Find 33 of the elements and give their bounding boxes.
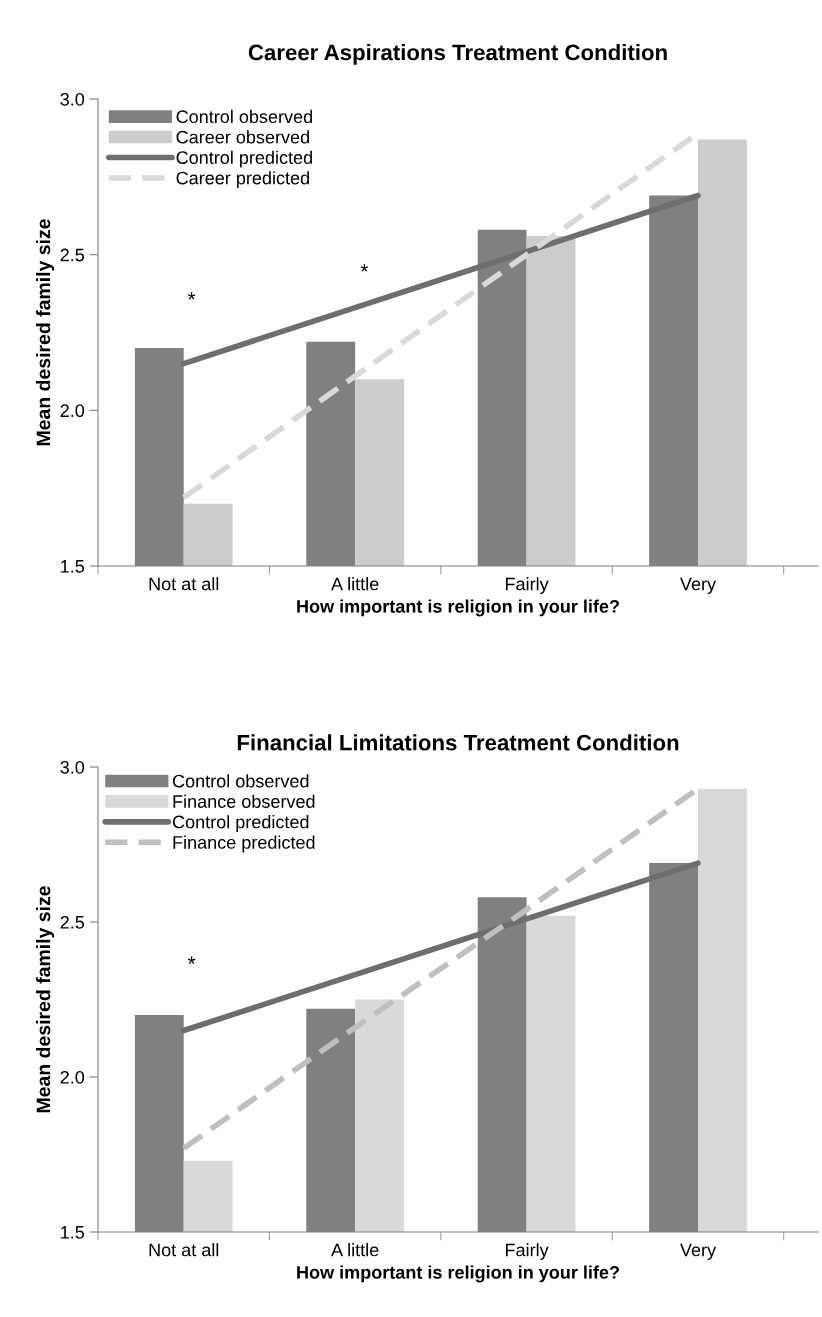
x-tick-label: Not at all — [149, 1243, 219, 1257]
legend-label: Control observed — [172, 774, 309, 788]
x-axis-title: How important is religion in your life? — [297, 1265, 619, 1283]
y-tick-label: 3.0 — [60, 760, 85, 774]
legend-label: Finance predicted — [173, 835, 315, 853]
y-tick-label: 2.5 — [60, 915, 85, 929]
x-tick-label: Fairly — [505, 577, 549, 594]
legend-label: Career observed — [176, 130, 309, 144]
y-tick-label: 1.5 — [61, 1226, 85, 1239]
chart-title: Career Aspirations Treatment Condition — [248, 44, 667, 65]
legend-label: Control predicted — [172, 815, 309, 832]
annotation: * — [187, 956, 196, 964]
y-tick-label: 2.0 — [60, 404, 85, 418]
y-axis-title: Mean desired family size — [36, 219, 55, 446]
x-tick-label: Very — [680, 1243, 717, 1260]
y-axis-title: Mean desired family size — [36, 886, 55, 1113]
x-tick-label: Not at all — [149, 577, 219, 591]
x-axis-title: How important is religion in your life? — [297, 599, 619, 617]
y-tick-label: 2.5 — [60, 248, 85, 262]
x-tick-label: A little — [331, 577, 379, 591]
x-tick-label: A little — [331, 1243, 379, 1257]
annotation: * — [360, 264, 369, 272]
chart-title: Financial Limitations Treatment Condition — [237, 734, 679, 751]
x-tick-label: Fairly — [505, 1243, 549, 1260]
y-tick-label: 2.0 — [60, 1070, 85, 1084]
legend-label: Finance observed — [173, 794, 315, 808]
legend-label: Career predicted — [176, 171, 309, 188]
y-tick-label: 1.5 — [61, 560, 85, 573]
annotation: * — [187, 292, 196, 300]
legend-label: Control predicted — [176, 150, 312, 168]
legend-label: Control observed — [176, 109, 312, 124]
y-tick-label: 3.0 — [60, 92, 85, 106]
x-tick-label: Very — [680, 577, 717, 594]
